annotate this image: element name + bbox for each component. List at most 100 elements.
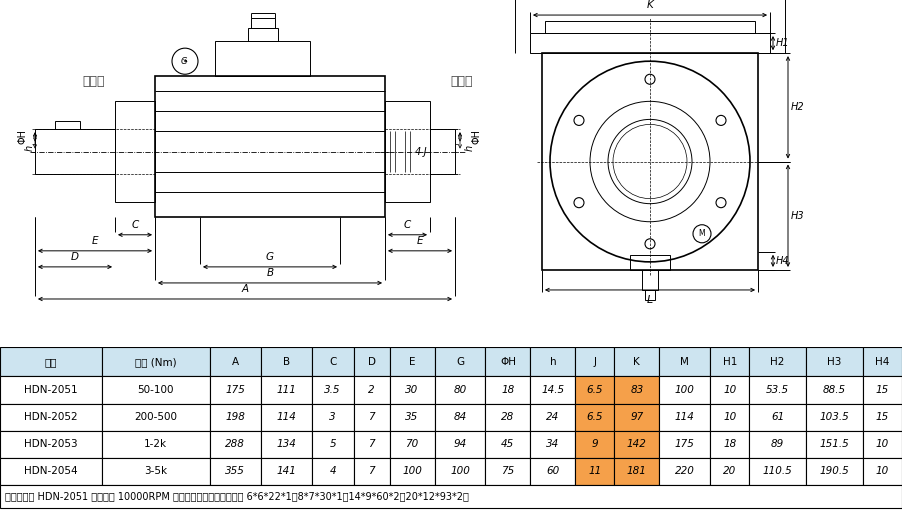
Bar <box>312 403 354 431</box>
Bar <box>115 101 155 202</box>
Text: D: D <box>368 357 375 367</box>
Text: 100: 100 <box>402 466 422 476</box>
Bar <box>261 376 312 403</box>
Text: 175: 175 <box>226 385 245 395</box>
Text: B: B <box>282 357 290 367</box>
Bar <box>659 431 710 458</box>
Bar <box>385 101 430 202</box>
Bar <box>102 403 210 431</box>
Bar <box>710 403 750 431</box>
Bar <box>390 376 435 403</box>
Text: M: M <box>699 229 705 239</box>
Text: 80: 80 <box>454 385 466 395</box>
Bar <box>659 376 710 403</box>
Text: 110.5: 110.5 <box>763 466 793 476</box>
Bar <box>614 347 659 376</box>
Bar <box>806 347 863 376</box>
Bar <box>659 347 710 376</box>
Bar <box>750 431 806 458</box>
Text: 型号: 型号 <box>45 357 57 367</box>
Bar <box>390 458 435 485</box>
Bar <box>545 21 755 33</box>
Bar <box>575 347 614 376</box>
Bar <box>630 255 670 270</box>
Text: 35: 35 <box>405 412 419 422</box>
Text: C: C <box>132 220 139 230</box>
Bar <box>530 458 575 485</box>
Bar <box>312 347 354 376</box>
Text: HDN-2053: HDN-2053 <box>24 439 78 449</box>
Text: ΦH: ΦH <box>472 129 482 144</box>
Text: D: D <box>71 252 79 262</box>
Text: K: K <box>633 357 640 367</box>
Text: 88.5: 88.5 <box>823 385 846 395</box>
Text: 84: 84 <box>454 412 466 422</box>
Text: G: G <box>266 252 274 262</box>
Text: HDN-2051: HDN-2051 <box>24 385 78 395</box>
Text: A: A <box>242 284 249 294</box>
Text: 4-J: 4-J <box>415 146 428 156</box>
Bar <box>435 458 485 485</box>
Text: 6.5: 6.5 <box>586 385 603 395</box>
Text: J: J <box>594 357 596 367</box>
Text: E: E <box>417 236 423 246</box>
Text: 3-5k: 3-5k <box>144 466 168 476</box>
Text: 114: 114 <box>675 412 695 422</box>
Text: 151.5: 151.5 <box>820 439 850 449</box>
Text: 18: 18 <box>502 385 514 395</box>
Text: 200-500: 200-500 <box>134 412 178 422</box>
Bar <box>614 431 659 458</box>
Text: 61: 61 <box>771 412 784 422</box>
Bar <box>390 347 435 376</box>
Bar <box>430 129 455 174</box>
Text: HDN-2054: HDN-2054 <box>24 466 78 476</box>
Bar <box>210 347 261 376</box>
Text: 89: 89 <box>771 439 784 449</box>
Text: ΦH: ΦH <box>17 129 27 144</box>
Bar <box>750 403 806 431</box>
Text: 100: 100 <box>450 466 470 476</box>
Text: 94: 94 <box>454 439 466 449</box>
Bar <box>863 376 902 403</box>
Text: 10: 10 <box>723 385 736 395</box>
Text: 10: 10 <box>723 412 736 422</box>
Text: 50-100: 50-100 <box>138 385 174 395</box>
Bar <box>354 347 390 376</box>
Bar <box>863 458 902 485</box>
Bar <box>806 431 863 458</box>
Text: 3: 3 <box>329 412 336 422</box>
Bar <box>0 376 102 403</box>
Bar <box>863 431 902 458</box>
Bar <box>0 403 102 431</box>
Bar <box>102 347 210 376</box>
Bar <box>530 431 575 458</box>
Text: 114: 114 <box>276 412 296 422</box>
Text: 70: 70 <box>405 439 419 449</box>
Bar <box>614 403 659 431</box>
Text: 53.5: 53.5 <box>766 385 789 395</box>
Text: 355: 355 <box>226 466 245 476</box>
Text: H1: H1 <box>776 38 789 48</box>
Bar <box>530 403 575 431</box>
Bar <box>354 376 390 403</box>
Bar <box>710 458 750 485</box>
Bar <box>261 458 312 485</box>
Text: h: h <box>25 145 35 151</box>
Bar <box>312 458 354 485</box>
Text: 175: 175 <box>675 439 695 449</box>
Bar <box>354 431 390 458</box>
Text: E: E <box>409 357 415 367</box>
Text: ΦH: ΦH <box>500 357 516 367</box>
Bar <box>863 403 902 431</box>
Text: 111: 111 <box>276 385 296 395</box>
Bar <box>155 76 385 217</box>
Text: 198: 198 <box>226 412 245 422</box>
Text: 10: 10 <box>876 466 889 476</box>
Text: H2: H2 <box>770 357 785 367</box>
Text: 20: 20 <box>723 466 736 476</box>
Text: 2: 2 <box>368 385 375 395</box>
Text: 288: 288 <box>226 439 245 449</box>
Text: 6.5: 6.5 <box>586 412 603 422</box>
Text: 97: 97 <box>630 412 643 422</box>
Text: 18: 18 <box>723 439 736 449</box>
